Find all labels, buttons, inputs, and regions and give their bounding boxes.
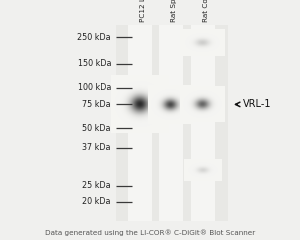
Text: Data generated using the LI-COR® C-DiGit® Blot Scanner: Data generated using the LI-COR® C-DiGit… — [45, 229, 255, 236]
Bar — [116, 25, 228, 221]
Text: PC12 Lysate (20 ug): PC12 Lysate (20 ug) — [140, 0, 146, 22]
Text: VRL-1: VRL-1 — [243, 99, 272, 109]
Text: 20 kDa: 20 kDa — [82, 197, 111, 206]
Text: 150 kDa: 150 kDa — [77, 59, 111, 68]
Bar — [190, 25, 214, 221]
Text: 75 kDa: 75 kDa — [82, 100, 111, 109]
Bar — [128, 25, 152, 221]
Text: 250 kDa: 250 kDa — [77, 33, 111, 42]
Text: Rat Cortex (40 ug): Rat Cortex (40 ug) — [202, 0, 209, 22]
Text: 25 kDa: 25 kDa — [82, 181, 111, 191]
Text: Rat Spinal Cord (40 ug): Rat Spinal Cord (40 ug) — [171, 0, 178, 22]
Text: 100 kDa: 100 kDa — [78, 83, 111, 92]
Bar — [159, 25, 183, 221]
Text: 50 kDa: 50 kDa — [82, 124, 111, 133]
Text: 37 kDa: 37 kDa — [82, 143, 111, 152]
